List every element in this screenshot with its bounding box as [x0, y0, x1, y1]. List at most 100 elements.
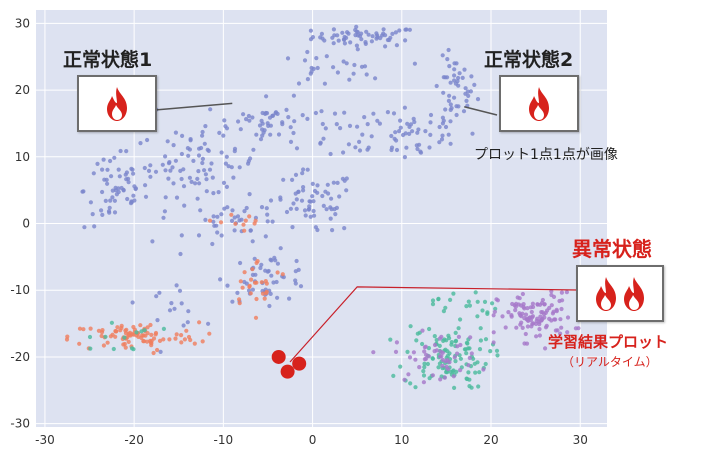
data-point [365, 122, 370, 127]
data-point [525, 306, 530, 311]
data-point [442, 375, 447, 380]
data-point [124, 327, 129, 332]
data-point [445, 57, 450, 62]
data-point [537, 327, 542, 332]
data-point [544, 323, 549, 328]
data-point [143, 333, 148, 338]
data-point [318, 35, 323, 40]
data-point [126, 176, 131, 181]
data-point [452, 73, 457, 78]
data-point [413, 357, 418, 362]
data-point [529, 324, 534, 329]
data-point [360, 132, 365, 137]
data-point [249, 277, 254, 282]
data-point [112, 210, 118, 215]
data-point [196, 169, 201, 174]
data-point [374, 31, 379, 36]
data-point [293, 172, 299, 177]
data-point [364, 29, 369, 34]
data-point [517, 296, 522, 301]
data-point [407, 131, 412, 136]
data-point [464, 351, 469, 356]
data-point [331, 41, 336, 46]
data-point [458, 317, 463, 322]
data-point [268, 198, 274, 203]
data-point [478, 338, 483, 343]
data-point [453, 338, 459, 343]
data-point [432, 334, 437, 339]
data-point [251, 147, 256, 152]
data-point [427, 326, 432, 332]
data-point [265, 219, 270, 224]
data-point [108, 198, 113, 203]
data-point [423, 129, 428, 134]
data-point [354, 43, 359, 48]
data-point [359, 31, 364, 36]
data-point [105, 167, 110, 172]
data-point [303, 213, 308, 218]
data-point [103, 198, 108, 203]
data-point [436, 365, 441, 370]
data-point [315, 183, 320, 188]
data-point [163, 195, 168, 200]
data-point [204, 189, 209, 194]
data-point [235, 290, 240, 295]
data-point [300, 113, 305, 118]
data-point [222, 118, 227, 123]
data-point [167, 337, 172, 342]
data-point [342, 178, 347, 183]
data-point [82, 225, 87, 230]
data-point [288, 206, 293, 211]
data-point [323, 126, 328, 131]
data-point [153, 332, 158, 337]
data-point [179, 333, 184, 338]
data-point [241, 222, 246, 227]
data-point [199, 145, 204, 151]
data-point [495, 353, 500, 358]
data-point [191, 158, 196, 163]
data-point [523, 312, 529, 317]
data-point [408, 381, 413, 386]
data-point [370, 34, 375, 39]
data-point [410, 129, 415, 134]
data-point [421, 369, 426, 374]
data-point [200, 339, 205, 344]
data-point [422, 349, 427, 354]
data-point [247, 283, 252, 288]
data-point [550, 311, 556, 316]
data-point [158, 349, 163, 354]
data-point [246, 113, 251, 119]
data-point [174, 283, 179, 288]
data-point [441, 338, 446, 343]
data-point [81, 327, 86, 332]
data-point [344, 61, 349, 66]
data-point [467, 384, 472, 389]
fire-box-anomaly [576, 265, 664, 322]
data-point [443, 107, 448, 112]
data-point [441, 90, 446, 95]
data-point [529, 309, 534, 315]
data-point [126, 339, 131, 344]
data-point [417, 142, 422, 147]
data-point [559, 306, 564, 312]
data-point [389, 133, 394, 139]
data-point [465, 341, 470, 346]
data-point [92, 224, 97, 229]
data-point [206, 321, 211, 326]
data-point [324, 54, 329, 59]
data-point [398, 118, 403, 123]
y-tick-label: -30 [10, 417, 30, 431]
data-point [200, 156, 205, 161]
data-point [397, 28, 402, 33]
data-point [458, 368, 463, 373]
data-point [224, 184, 229, 189]
data-point [448, 141, 453, 146]
y-axis-ticks: 30 20 10 0 -10 -20 -30 [10, 16, 30, 430]
data-point [528, 305, 533, 310]
data-point [229, 165, 234, 170]
data-point [150, 239, 155, 244]
data-point [437, 140, 442, 145]
data-point [280, 120, 285, 125]
data-point [196, 233, 202, 238]
data-point [280, 272, 285, 277]
